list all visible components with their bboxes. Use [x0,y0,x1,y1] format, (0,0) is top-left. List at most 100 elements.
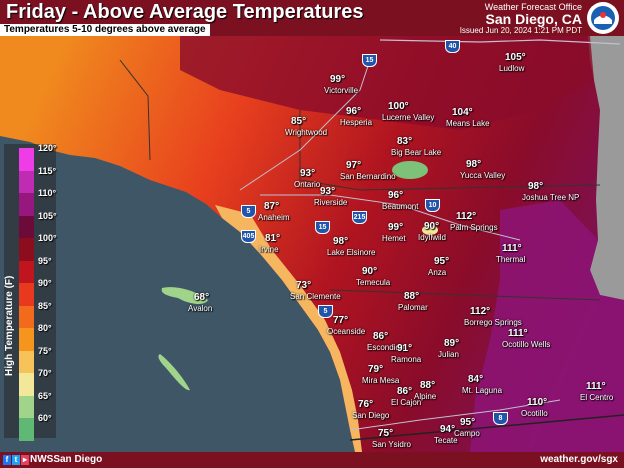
temperature-value: 83° [397,136,413,147]
temperature-value: 87° [264,201,280,212]
temperature-value: 97° [346,160,362,171]
city-label: Temecula [356,278,391,287]
out-of-area [588,36,624,300]
temperature-value: 110° [527,397,548,408]
city-label: Ocotillo [521,409,548,418]
legend-label: 110° [38,188,57,198]
legend-label: 100° [38,233,57,243]
temperature-value: 112° [456,211,477,222]
legend-swatch [19,418,34,441]
temperature-value: 89° [444,338,460,349]
legend-swatch [19,328,34,351]
city-label: Palomar [398,303,428,312]
legend-swatch [19,238,34,261]
i15-road [239,59,371,191]
land-area [0,36,624,452]
legend-label: 75° [38,345,52,356]
city-label: Campo [454,429,480,438]
footer-url[interactable]: weather.gov/sgx [540,454,618,465]
city-label: Hesperia [340,118,373,127]
legend-label: 105° [38,210,57,221]
san-clemente-island [158,354,190,391]
highway-shield: 5 [241,205,256,218]
city-label: Ocotillo Wells [502,340,551,349]
temperature-value: 100° [388,101,409,112]
temperature-value: 86° [373,331,389,342]
temperature-value: 104° [452,107,473,118]
temperature-value: 88° [420,380,436,391]
city-label: Escondido [367,343,405,352]
highway-shield: 405 [241,230,256,243]
temperature-value: 98° [466,159,482,170]
legend: High Temperature (F) 120° 115° 110° 105° 100… [4,143,57,441]
temperature-value: 95° [460,417,476,428]
legend-label: 115° [38,165,57,176]
highway-shield: 8 [493,412,508,425]
twitter-icon[interactable]: t [12,455,20,465]
temperature-value: 98° [333,236,349,247]
city-label: Joshua Tree NP [522,193,580,202]
city-label: Oceanside [327,327,366,336]
city-label: Hemet [382,234,406,243]
city-label: Lake Elsinore [327,248,376,257]
city-label: Wrightwood [285,128,328,137]
office-city: San Diego, CA [485,11,582,27]
temperature-value: 111° [586,381,606,392]
i40-road [379,39,621,45]
temperature-value: 93° [320,186,336,197]
temperature-value: 112° [470,306,491,317]
temperature-value: 96° [346,106,362,117]
facebook-icon[interactable]: f [3,455,11,465]
temperature-value: 96° [388,190,404,201]
temperature-value: 98° [528,181,544,192]
legend-swatch [19,148,34,171]
i8-road [349,399,561,431]
temperature-value: 90° [362,266,378,277]
catalina-island [161,287,208,304]
city-label: Borrego Springs [464,318,522,327]
city-label: Big Bear Lake [391,148,442,157]
temperature-value: 86° [397,386,413,397]
legend-label: 60° [38,413,52,423]
legend-swatch [19,260,34,283]
highway-shield: 5 [318,305,333,318]
legend-label: 70° [38,368,52,378]
youtube-icon[interactable]: ▸ [21,455,29,465]
footer-bar [0,452,624,468]
temperature-value: 81° [265,233,281,244]
temperature-value: 93° [300,168,316,179]
legend-swatch [19,170,34,193]
temperature-value: 75° [378,428,394,439]
temperature-value: 95° [434,256,450,267]
issued-time: Issued Jun 20, 2024 1:21 PM PDT [459,26,582,35]
legend-label: 95° [38,255,52,266]
county-line [119,59,151,161]
city-label: Beaumont [382,202,419,211]
highway-shield: 10 [425,199,440,212]
temperature-value: 73° [296,280,312,291]
legend-swatch [19,283,34,306]
legend-label: 120° [38,143,57,153]
temperature-value: 91° [397,343,413,354]
city-label: Riverside [314,198,348,207]
subtitle: Temperatures 5-10 degrees above average [0,24,210,36]
legend-swatch [19,193,34,216]
city-label: El Centro [580,393,614,402]
i10-road [260,194,521,241]
temperature-value: 84° [468,374,484,385]
idyllwild-cool-patch [422,225,438,235]
city-label: El Cajon [391,398,422,407]
office-line: Weather Forecast Office [484,2,582,12]
city-label: Means Lake [446,119,490,128]
city-label: San Bernardino [340,172,396,181]
city-label: Anza [428,268,447,277]
city-label: Idyllwild [418,233,447,242]
city-label: Palm Springs [450,223,498,232]
highway-shield: 215 [352,211,367,224]
temperature-value: 90° [424,221,440,232]
highway-shield: 40 [445,40,460,53]
temperature-value: 99° [388,222,404,233]
legend-label: 90° [38,278,52,288]
city-label: Avalon [188,304,213,313]
